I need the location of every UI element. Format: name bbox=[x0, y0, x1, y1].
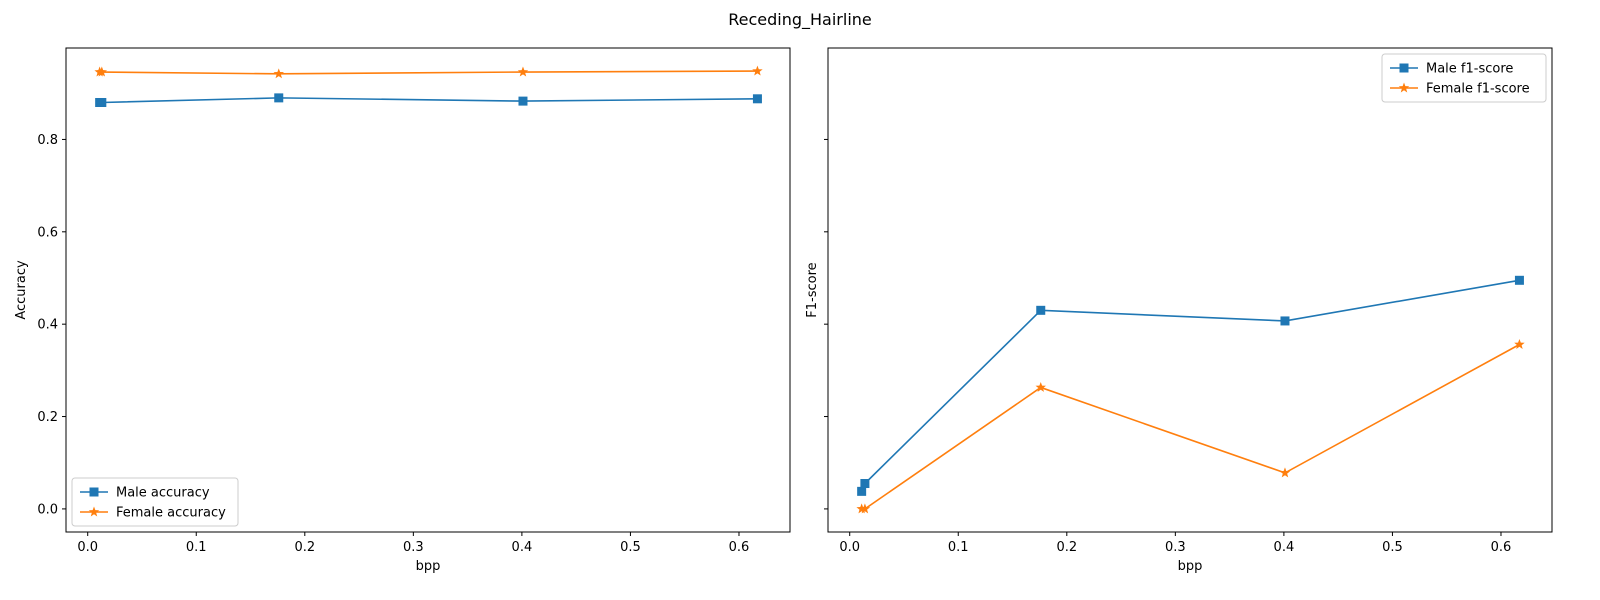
x-tick-label: 0.6 bbox=[1491, 540, 1512, 555]
legend-label: Male accuracy bbox=[116, 486, 210, 501]
y-tick-label: 0.6 bbox=[37, 225, 58, 240]
legend-label: Female accuracy bbox=[116, 506, 226, 521]
data-point bbox=[1279, 467, 1291, 478]
x-tick-label: 0.3 bbox=[1165, 540, 1186, 555]
y-tick-label: 0.4 bbox=[37, 318, 58, 333]
axes-frame bbox=[65, 47, 791, 533]
legend-marker bbox=[89, 487, 99, 497]
data-point bbox=[860, 479, 870, 489]
x-tick-label: 0.4 bbox=[512, 540, 533, 555]
data-point bbox=[1514, 339, 1525, 349]
x-tick-label: 0.1 bbox=[186, 540, 207, 555]
data-point bbox=[273, 68, 284, 79]
y-axis-label: F1-score bbox=[805, 262, 820, 317]
x-tick-label: 0.2 bbox=[1056, 540, 1077, 555]
data-point bbox=[859, 503, 871, 514]
y-axis-label: Accuracy bbox=[14, 260, 29, 320]
legend-marker bbox=[88, 506, 100, 517]
data-point bbox=[1514, 275, 1524, 285]
y-tick-label: 0.0 bbox=[37, 502, 58, 517]
x-tick-label: 0.0 bbox=[839, 540, 860, 555]
data-point bbox=[517, 66, 529, 77]
x-tick-label: 0.0 bbox=[77, 540, 98, 555]
legend: Male accuracy Female accuracy bbox=[71, 477, 239, 527]
data-point bbox=[1280, 316, 1290, 326]
data-point bbox=[752, 65, 763, 76]
legend-marker bbox=[1398, 82, 1410, 93]
data-point bbox=[752, 94, 762, 104]
x-axis-label: bpp bbox=[416, 559, 441, 574]
panel-1: 0.0 0.1 0.2 0.3 0.4 0.5 0.6 0.0 0.2 0.4 0.6 0.8 bpp A… bbox=[14, 47, 791, 574]
data-point bbox=[274, 93, 284, 103]
axes-frame bbox=[827, 47, 1553, 533]
x-tick-label: 0.5 bbox=[620, 540, 641, 555]
data-point bbox=[857, 486, 867, 496]
legend-label: Female f1-score bbox=[1426, 82, 1530, 97]
x-tick-label: 0.2 bbox=[294, 540, 315, 555]
data-point bbox=[96, 66, 108, 77]
data-point bbox=[97, 97, 107, 107]
legend-label: Male f1-score bbox=[1426, 62, 1513, 77]
y-tick-label: 0.2 bbox=[37, 410, 58, 425]
data-point bbox=[518, 96, 528, 106]
x-axis-label: bpp bbox=[1178, 559, 1203, 574]
legend-box bbox=[71, 477, 239, 527]
data-point bbox=[1036, 305, 1046, 315]
x-tick-label: 0.4 bbox=[1274, 540, 1295, 555]
x-tick-label: 0.5 bbox=[1382, 540, 1403, 555]
x-tick-label: 0.1 bbox=[948, 540, 969, 555]
panels: 0.0 0.1 0.2 0.3 0.4 0.5 0.6 0.0 0.2 0.4 0.6 0.8 bpp A… bbox=[14, 47, 1553, 574]
panel-2: 0.0 0.1 0.2 0.3 0.4 0.5 0.6 bpp F1-score Male f1-… bbox=[805, 47, 1553, 574]
chart-title: Receding_Hairline bbox=[728, 10, 872, 30]
y-tick-label: 0.8 bbox=[37, 133, 58, 148]
x-tick-label: 0.3 bbox=[403, 540, 424, 555]
legend-marker bbox=[1399, 63, 1409, 73]
legend: Male f1-score Female f1-score bbox=[1381, 53, 1547, 103]
x-tick-label: 0.6 bbox=[729, 540, 750, 555]
data-point bbox=[1035, 381, 1046, 392]
legend-box bbox=[1381, 53, 1547, 103]
